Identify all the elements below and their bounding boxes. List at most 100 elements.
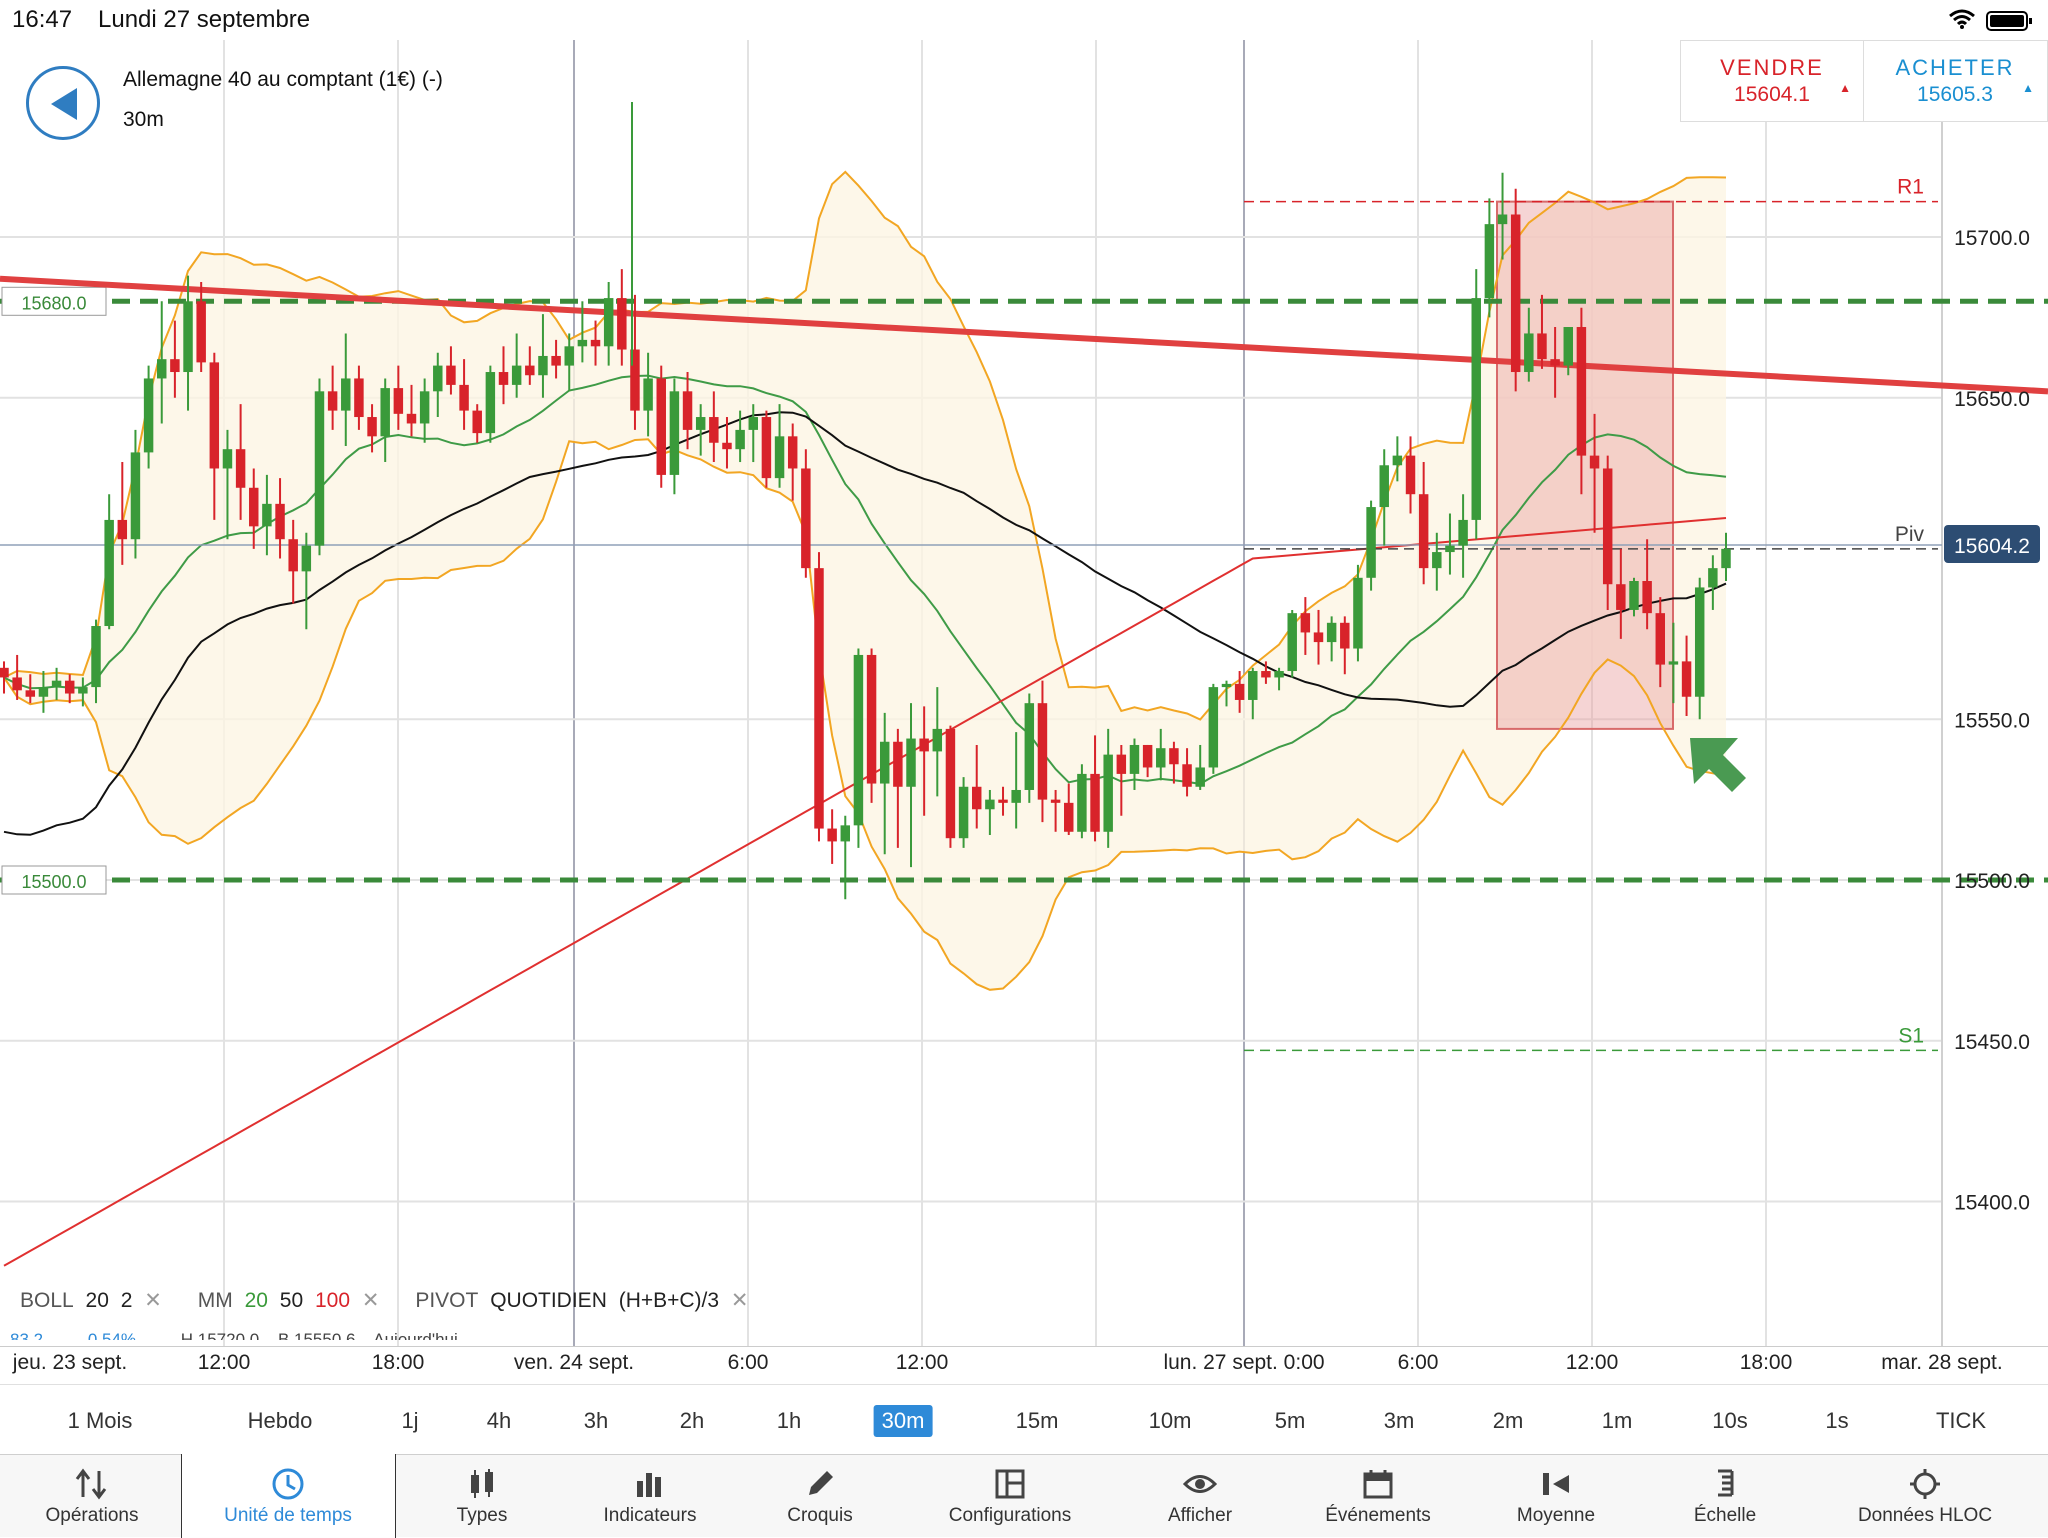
buy-button[interactable]: ACHETER 15605.3 ▲: [1864, 41, 2046, 121]
candle-body: [157, 359, 167, 379]
toolbar-item[interactable]: Unité de temps: [203, 1455, 373, 1537]
boll-deviation: 2: [120, 1289, 133, 1312]
info-line: 83.2 0.54% H 15720.0 B 15550.6 Aujourd'h…: [10, 1330, 458, 1340]
x-axis-label: ven. 24 sept.: [513, 1351, 635, 1374]
remove-boll-icon[interactable]: ✕: [144, 1289, 162, 1312]
toolbar-item[interactable]: Croquis: [735, 1455, 905, 1537]
candle-body: [879, 741, 890, 784]
timeframe-option[interactable]: 1 Mois: [67, 1408, 133, 1433]
x-axis-label: 12:00: [197, 1351, 251, 1374]
timeframe-option[interactable]: 15m: [1015, 1408, 1059, 1433]
candle-body: [419, 391, 430, 424]
candle-body: [827, 828, 837, 842]
candle-body: [551, 355, 561, 366]
timeframe-option[interactable]: 10m: [1148, 1408, 1192, 1433]
info-a: 83.2: [10, 1330, 44, 1340]
eye-icon: [1183, 1475, 1217, 1493]
timeframe-bar: 1 Mois Hebdo 1j 4h 3h 2h 1h 30m 15m 10m 5m 3m 2m 1m 10…: [0, 1384, 2048, 1453]
ma-20-line: [3, 374, 1727, 785]
candle-body: [1011, 789, 1021, 803]
y-axis-label: 15500.0: [1954, 870, 2030, 893]
timeframe-option[interactable]: 1m: [1601, 1408, 1633, 1433]
timeframe-option[interactable]: 30m: [873, 1405, 933, 1437]
timeframe-option[interactable]: 1s: [1825, 1408, 1849, 1433]
candle-body: [1248, 671, 1258, 700]
candle-body: [143, 378, 154, 453]
toolbar-item[interactable]: Indicateurs: [565, 1455, 735, 1537]
timeframe-option[interactable]: Hebdo: [247, 1408, 313, 1433]
candle-body: [301, 545, 312, 572]
toolbar-item[interactable]: Échelle: [1640, 1455, 1810, 1537]
candle-body: [866, 654, 877, 784]
candle-body: [1129, 744, 1140, 774]
candle-body: [249, 487, 259, 527]
x-axis-label: mar. 28 sept.: [1881, 1351, 2003, 1374]
toolbar-item[interactable]: Moyenne: [1471, 1455, 1641, 1537]
annotation-arrow-icon: [1690, 738, 1746, 792]
remove-pivot-icon[interactable]: ✕: [730, 1289, 749, 1312]
indicator-legend: BOLL 20 2 ✕ MM 20 50 100 ✕ PIVOT QUOTIDI…: [20, 1288, 779, 1313]
candle-body: [893, 741, 903, 787]
candle-body: [1721, 548, 1731, 569]
timeframe-option[interactable]: 5m: [1274, 1408, 1306, 1433]
back-button[interactable]: [26, 66, 100, 140]
candle-body: [682, 391, 693, 430]
candle-body: [1221, 683, 1232, 688]
candle-body: [1195, 767, 1205, 787]
sell-button[interactable]: VENDRE 15604.1 ▲: [1681, 41, 1864, 121]
x-axis-label: 6:00: [1397, 1351, 1439, 1374]
toolbar-item[interactable]: Configurations: [925, 1455, 1095, 1537]
timeframe-option[interactable]: TICK: [1935, 1408, 1987, 1433]
toolbar-item-label: Échelle: [1693, 1505, 1757, 1526]
candle-body: [853, 654, 864, 826]
x-axis-label: lun. 27 sept. 0:00: [1163, 1351, 1325, 1374]
candle-body: [1668, 661, 1679, 665]
timeframe-option[interactable]: 1h: [776, 1408, 802, 1433]
candle-body: [748, 417, 758, 430]
current-price-tag: [1944, 524, 2040, 563]
candle-body: [64, 680, 75, 694]
candle-body: [1629, 581, 1639, 610]
candle-body: [472, 410, 482, 434]
candle-body: [183, 301, 193, 373]
toolbar-item[interactable]: Afficher: [1115, 1455, 1285, 1537]
timeframe-option[interactable]: 1j: [401, 1408, 419, 1433]
timeframe-option[interactable]: 2h: [679, 1408, 705, 1433]
toolbar-item[interactable]: Types: [397, 1455, 567, 1537]
pivot-label-r1: R1: [1897, 176, 1924, 199]
toolbar-item[interactable]: Données HLOC: [1840, 1455, 2010, 1537]
timeframe-option[interactable]: 3m: [1383, 1408, 1415, 1433]
toolbar-item[interactable]: Opérations: [7, 1455, 177, 1537]
timeframe-option[interactable]: 10s: [1712, 1408, 1748, 1433]
candle-body: [1458, 519, 1468, 546]
candle-body: [1208, 687, 1219, 768]
candle-body: [1471, 298, 1481, 520]
status-bar: 16:47 Lundi 27 septembre: [0, 0, 2048, 40]
candle-body: [104, 519, 114, 627]
candle-body: [906, 738, 916, 787]
candle-body: [630, 349, 640, 411]
candle-body: [0, 667, 9, 678]
timeframe-option[interactable]: 3h: [583, 1408, 609, 1433]
candle-body: [327, 391, 338, 411]
remove-mm-icon[interactable]: ✕: [361, 1289, 380, 1312]
price-chart[interactable]: R1 Piv S1 15680.0 15500.0 15700.0 15650.0 15550…: [0, 40, 2048, 1346]
timeframe-option[interactable]: 2m: [1492, 1408, 1524, 1433]
current-price-label: 15604.2: [1954, 535, 2030, 558]
pivot-period: QUOTIDIEN: [490, 1289, 607, 1312]
candle-body: [695, 417, 706, 430]
candle-body: [761, 417, 772, 479]
pivot-label-piv: Piv: [1895, 523, 1925, 546]
timeframe-option[interactable]: 4h: [486, 1408, 512, 1433]
candle-body: [1550, 359, 1560, 366]
candle-body: [538, 355, 548, 376]
candle-body: [1510, 214, 1521, 373]
candle-body: [78, 687, 88, 694]
scale-icon: [1718, 1469, 1734, 1497]
candle-body: [1484, 224, 1495, 299]
toolbar-item-label: Données HLOC: [1857, 1505, 1993, 1526]
info-low: B 15550.6: [277, 1330, 356, 1340]
candle-body: [669, 391, 680, 475]
candle-body: [1090, 773, 1100, 832]
toolbar-item[interactable]: Événements: [1293, 1455, 1463, 1537]
